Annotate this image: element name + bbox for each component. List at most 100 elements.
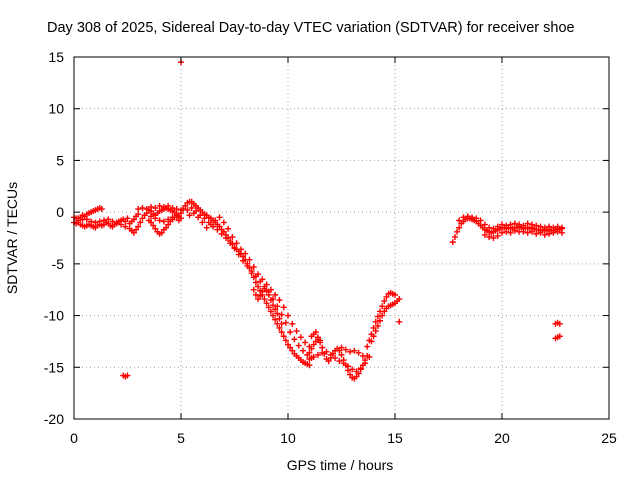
chart-title: Day 308 of 2025, Sidereal Day-to-day VTE… [47,20,575,36]
data-point [278,311,285,318]
data-point [135,223,142,230]
data-point [163,224,170,231]
data-point [370,324,377,331]
data-point [156,202,163,209]
data-point [556,333,563,340]
axis-ticks: 0 5 10 15 20 25 -20 -15 -10 -5 0 5 10 15 [44,49,617,446]
data-point [524,220,531,227]
data-point [160,203,167,210]
y-tick-label: -15 [44,359,64,375]
data-point [351,347,358,354]
data-point [285,341,291,348]
data-point [541,231,548,238]
data-point [276,297,283,304]
data-point [507,221,514,228]
data-point [507,229,514,236]
data-point [454,228,461,235]
y-tick-label: 0 [56,204,64,220]
data-point [546,230,553,237]
data-point [310,341,317,348]
data-point [381,308,388,315]
data-point [255,283,262,290]
data-point [231,245,238,252]
data-point [353,368,360,375]
data-point [289,320,296,327]
data-point [259,276,266,283]
data-point [137,219,144,226]
data-point [537,223,544,230]
data-point [503,228,510,235]
data-point [272,306,279,313]
data-point [310,353,317,360]
data-point [533,230,540,237]
data-point [520,228,527,235]
data-point [347,371,354,378]
data-point [88,218,95,225]
data-point [319,344,326,351]
data-point [274,310,281,317]
data-point [233,240,240,247]
data-point [344,363,351,370]
data-point [490,235,497,241]
data-point [250,286,257,293]
data-point [306,362,313,369]
data-point [272,291,279,298]
data-point [216,214,223,221]
y-tick-label: -5 [52,256,65,272]
data-point [152,215,159,222]
data-point [257,292,264,299]
data-point [379,303,386,310]
data-point [152,205,159,212]
data-point [212,217,219,224]
data-point [486,233,493,240]
data-point [464,213,471,220]
data-point [280,304,287,311]
x-tick-label: 5 [177,430,185,446]
data-point [282,319,289,326]
data-point [169,214,176,221]
data-point [130,229,137,236]
data-point [280,333,287,340]
data-point [182,202,189,209]
data-point [124,215,131,222]
data-point [558,224,565,231]
data-point [377,317,384,324]
data-point [511,227,518,234]
data-point [323,348,330,355]
data-point [528,221,535,228]
data-point [270,312,277,319]
data-point [546,223,553,230]
data-point [133,226,140,233]
x-tick-label: 0 [70,430,78,446]
data-point [255,271,262,278]
data-point [332,354,339,361]
data-point [225,225,232,232]
data-point [263,300,270,307]
x-tick-label: 20 [494,430,510,446]
data-point [109,218,116,225]
data-point [83,216,90,223]
data-point [291,336,298,343]
data-point [250,263,257,270]
data-point [511,220,518,227]
data-point [481,231,488,238]
data-point [336,347,343,354]
data-point [267,297,274,304]
data-point [554,223,561,230]
data-point [340,360,347,367]
data-point [282,337,289,344]
data-point [396,318,403,325]
data-point [169,205,176,212]
data-point [359,352,366,359]
data-point [314,351,321,358]
data-points [71,59,565,382]
data-point [383,293,390,300]
data-point [486,224,493,231]
data-point [237,246,244,253]
data-point [469,214,476,221]
y-tick-label: 10 [48,101,64,117]
data-point [528,228,535,235]
data-point [130,216,137,223]
data-point [113,220,120,227]
plot-frame [73,56,610,420]
